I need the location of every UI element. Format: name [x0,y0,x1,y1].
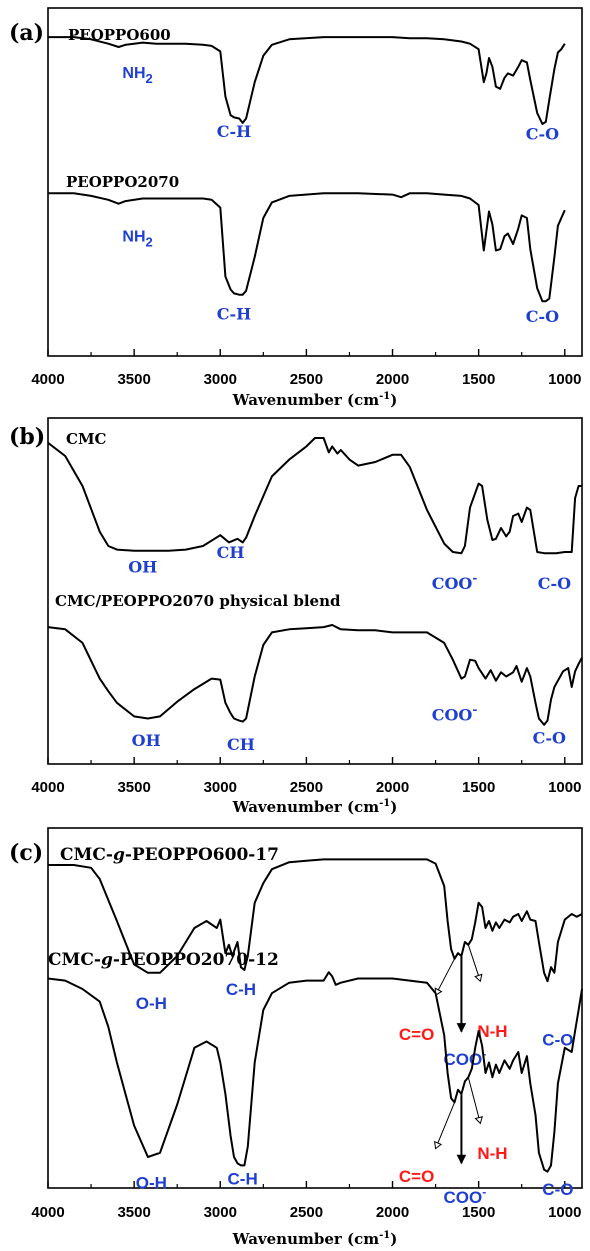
peak-label: C=O [399,1167,434,1186]
peak-label: OH [128,557,157,576]
arrow-line [435,958,455,996]
panel-a: (a) 4000 3500 3000 2500 2000 1500 1000 Wavenumbe… [9,7,583,409]
peak-label: NH2 [122,65,152,86]
peak-label: COO- [443,1047,486,1069]
series-line [48,36,566,125]
arrow-head [434,1140,443,1150]
plot-frame [47,7,583,357]
x-tick-label: 2500 [290,779,323,796]
x-tick-label: 1500 [462,371,495,388]
x-tick-label: 2000 [376,779,409,796]
x-tick-label: 2000 [376,371,409,388]
x-tick-label: 1000 [548,371,581,388]
x-tick-label: 1000 [548,1204,581,1221]
series-name: CMC/PEOPPO2070 physical blend [55,592,341,610]
series-name: PEOPPO2070 [66,173,179,191]
x-tick-label: 3500 [117,371,150,388]
peak-label: COO- [443,1185,486,1207]
panel-c: (c) 4000 3500 3000 2500 2000 1500 1000 Wavenumbe… [9,827,583,1248]
x-tick-label: 1500 [462,779,495,796]
peak-label: N-H [477,1144,507,1163]
x-tick-label: 3000 [204,779,237,796]
x-axis-label: Wavenumber (cm-1) [232,391,398,409]
peak-label: CH [217,543,245,562]
x-axis-label: Wavenumber (cm-1) [232,798,398,816]
peak-label: NH2 [122,228,152,249]
x-tick-label: 2500 [290,371,323,388]
series-name: CMC-g-PEOPPO2070-12 [48,950,279,970]
series-name: CMC [66,430,107,448]
series-line [47,971,583,1173]
peak-label: C-H [226,980,256,999]
panel-b: (b) 4000 3500 3000 2500 2000 1500 1000 Wavenumbe… [9,417,583,816]
peak-label: COO- [432,571,478,593]
x-tick-label: 1000 [548,779,581,796]
peak-label: C-H [217,304,252,323]
x-tick-label: 4000 [31,371,64,388]
peak-label: C=O [399,1025,434,1044]
series-line [47,437,582,555]
series-name: CMC-g-PEOPPO600-17 [60,845,279,865]
peak-label: C-O [542,1180,573,1199]
arrow-head [456,1023,467,1033]
arrow-head [456,1154,467,1165]
peak-label: C-O [526,307,559,326]
peak-label: C-O [533,729,566,748]
arrow-head [474,1116,483,1125]
panel-label: (c) [9,840,43,866]
x-tick-label: 4000 [31,779,64,796]
peak-label: O-H [136,994,167,1013]
peak-label: C-O [542,1031,573,1050]
series-line [47,624,583,726]
plot-frame [47,417,583,765]
x-tick-label: 3000 [204,371,237,388]
panel-label: (a) [9,20,44,46]
panel-label: (b) [9,424,45,450]
x-tick-label: 3000 [204,1204,237,1221]
peak-label: OH [132,731,161,750]
series-line [48,858,583,983]
peak-label: N-H [477,1022,507,1041]
arrow-head [474,973,483,983]
peak-label: COO- [432,703,478,725]
peak-label: C-H [228,1169,258,1188]
peak-label: C-H [217,122,252,141]
x-tick-label: 3500 [117,779,150,796]
x-axis-label: Wavenumber (cm-1) [232,1230,398,1248]
x-tick-label: 3500 [117,1204,150,1221]
series-line [48,192,566,303]
x-tick-label: 2500 [290,1204,323,1221]
peak-label: C-O [538,574,571,593]
x-tick-label: 2000 [376,1204,409,1221]
peak-label: C-O [526,124,559,143]
x-tick-label: 1500 [462,1204,495,1221]
arrow-line [435,1102,455,1149]
plot-frame [47,827,583,1189]
peak-label: O-H [136,1174,167,1193]
arrow-line [467,1077,481,1124]
peak-label: CH [227,735,255,754]
series-name: PEOPPO600 [68,26,171,44]
x-tick-label: 4000 [31,1204,64,1221]
